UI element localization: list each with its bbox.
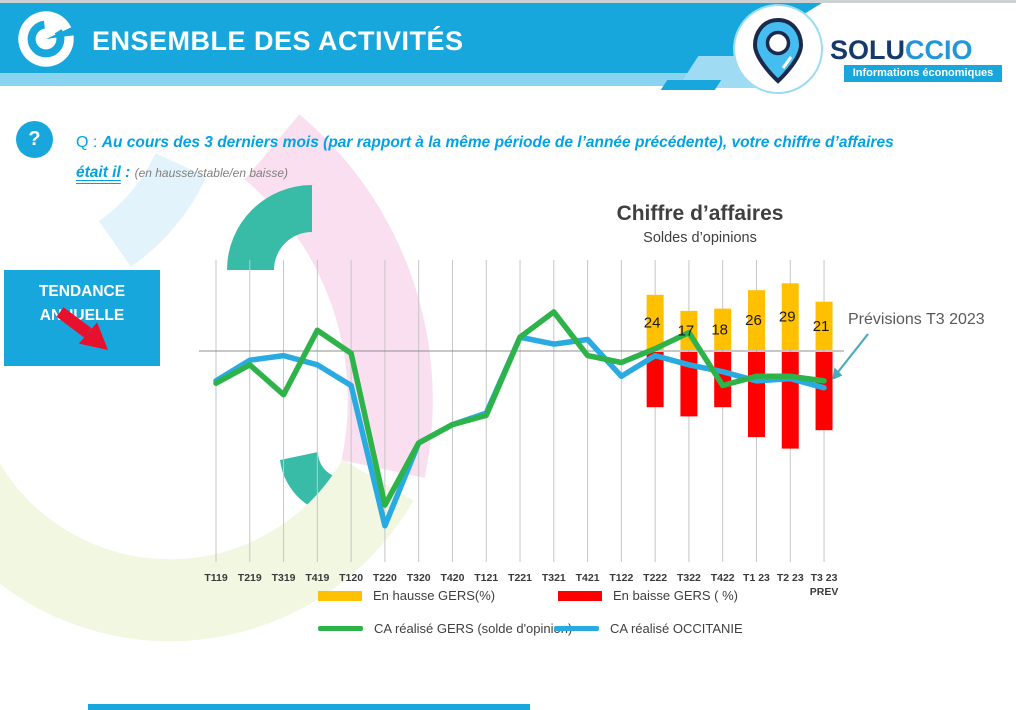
x-tick-label: T419 xyxy=(305,572,329,584)
brand-part1: SOLU xyxy=(830,35,906,65)
teal-arc-top xyxy=(227,185,312,270)
x-tick-label: T219 xyxy=(238,572,262,584)
x-tick-label: T220 xyxy=(373,572,397,584)
question-mark-icon: ? xyxy=(16,121,53,158)
tendance-line1: TENDANCE xyxy=(38,283,126,300)
legend-item-gers: CA réalisé GERS (solde d'opinion) xyxy=(318,621,572,636)
legend-swatch-baisse xyxy=(558,590,602,601)
top-edge xyxy=(0,0,1016,3)
legend-item-occitanie: CA réalisé OCCITANIE xyxy=(554,621,743,636)
red-down-arrow-icon xyxy=(56,307,108,350)
bar-value-label: 17 xyxy=(678,322,695,339)
legend-swatch-gers xyxy=(318,626,363,631)
legend-label-gers: CA réalisé GERS (solde d'opinion) xyxy=(374,621,573,636)
cci-logo-icon xyxy=(18,11,78,67)
legend-label-occitanie: CA réalisé OCCITANIE xyxy=(610,621,743,636)
bar-baisse xyxy=(815,352,833,431)
chart-subtitle: Soldes d’opinions xyxy=(643,230,757,246)
x-tick-label: T2 23 xyxy=(777,572,804,584)
bar-baisse xyxy=(646,352,664,408)
x-tick-label: T422 xyxy=(711,572,735,584)
x-tick-label: T222 xyxy=(643,572,667,584)
x-tick-label: T421 xyxy=(576,572,600,584)
x-tick-label: T121 xyxy=(474,572,498,584)
bar-baisse xyxy=(781,352,799,449)
bar-hausse xyxy=(747,290,765,350)
x-tick-label: T1 23 xyxy=(743,572,770,584)
pink-arc xyxy=(244,114,433,478)
x-tick-label: T122 xyxy=(609,572,633,584)
forecast-annotation: Prévisions T3 2023 xyxy=(848,311,985,328)
x-tick-sublabel: PREV xyxy=(810,586,839,598)
bar-hausse xyxy=(646,294,664,350)
question-underlined: était il xyxy=(76,164,121,181)
legend-label-baisse: En baisse GERS ( %) xyxy=(613,588,738,603)
x-tick-label: T120 xyxy=(339,572,363,584)
bar-value-label: 21 xyxy=(813,318,830,335)
question-colon: : xyxy=(120,164,135,181)
x-tick-label: T119 xyxy=(204,572,228,584)
bar-value-label: 29 xyxy=(779,309,796,326)
bar-value-label: 18 xyxy=(711,321,728,338)
legend-label-hausse: En hausse GERS(%) xyxy=(373,588,496,603)
legend-swatch-occitanie xyxy=(554,626,599,631)
bottom-accent-bar xyxy=(88,704,530,710)
bar-baisse xyxy=(747,352,765,438)
header-subband xyxy=(0,73,734,86)
bar-value-label: 24 xyxy=(644,314,661,331)
x-tick-label: T221 xyxy=(508,572,532,584)
brand-logo: SOLUCCIO Informations économiques xyxy=(830,36,1002,82)
bar-baisse xyxy=(714,352,732,408)
bar-hausse xyxy=(781,283,799,350)
brand-part2: CCIO xyxy=(905,35,973,65)
bar-value-label: 26 xyxy=(745,312,762,329)
x-tick-label: T322 xyxy=(677,572,701,584)
question-hint: (en hausse/stable/en baisse) xyxy=(134,166,289,180)
pale-blue-arc xyxy=(98,152,207,267)
chart-title: Chiffre d’affaires xyxy=(616,202,784,225)
x-tick-label: T420 xyxy=(440,572,464,584)
x-tick-label: T319 xyxy=(272,572,296,584)
legend-item-baisse: En baisse GERS ( %) xyxy=(558,588,738,603)
x-tick-label: T3 23 xyxy=(811,572,838,584)
location-pin-icon xyxy=(733,4,823,94)
brand-tagline: Informations économiques xyxy=(844,65,1002,82)
pale-green-ring xyxy=(0,458,414,642)
legend-swatch-hausse xyxy=(318,590,362,601)
line-gers xyxy=(213,309,827,508)
bar-hausse xyxy=(815,301,833,350)
question-line1: Au cours des 3 derniers mois (par rappor… xyxy=(101,134,894,151)
bar-hausse xyxy=(714,308,732,350)
question-text: Q : Au cours des 3 derniers mois (par ra… xyxy=(76,128,981,188)
question-prefix: Q : xyxy=(76,134,102,151)
page-title: ENSEMBLE DES ACTIVITÉS xyxy=(92,26,464,56)
question-mark: ? xyxy=(28,128,41,150)
header-band xyxy=(0,3,822,73)
x-tick-label: T321 xyxy=(542,572,566,584)
legend-item-hausse: En hausse GERS(%) xyxy=(318,588,495,603)
x-tick-label: T320 xyxy=(407,572,431,584)
